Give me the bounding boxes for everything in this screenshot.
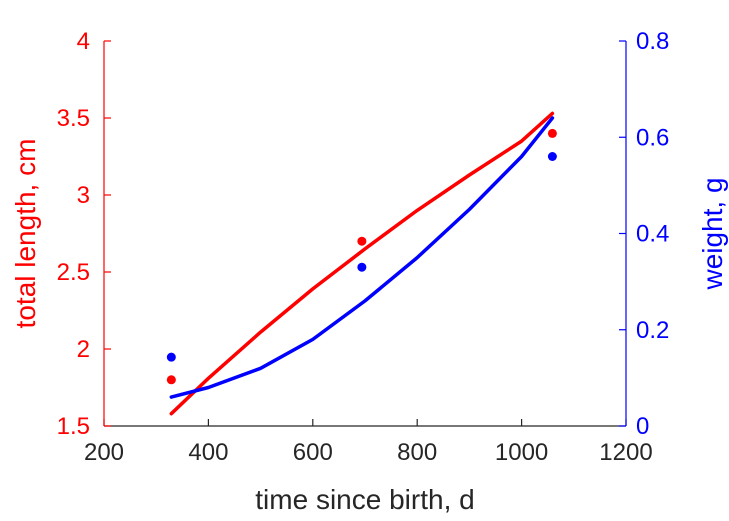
right-y-axis-label: weight, g bbox=[697, 177, 728, 290]
left-y-tick-label: 2.5 bbox=[57, 259, 90, 286]
left-y-tick-label: 4 bbox=[77, 28, 90, 55]
left-y-axis-label: total length, cm bbox=[10, 139, 41, 329]
x-tick-label: 800 bbox=[397, 439, 437, 466]
x-tick-label: 1000 bbox=[495, 439, 548, 466]
length-data-point bbox=[357, 236, 367, 246]
weight-data-point bbox=[547, 152, 557, 161]
left-y-tick-label: 3 bbox=[77, 182, 90, 209]
left-y-tick-label: 1.5 bbox=[57, 413, 90, 440]
right-y-tick-label: 0.2 bbox=[636, 317, 669, 344]
x-tick-label: 600 bbox=[293, 439, 333, 466]
right-y-tick-label: 0.4 bbox=[636, 221, 669, 248]
weight-data-point bbox=[357, 262, 367, 272]
left-y-tick-label: 3.5 bbox=[57, 105, 90, 132]
length-data-point bbox=[547, 128, 557, 138]
right-y-tick-label: 0 bbox=[636, 413, 649, 440]
length-fit-curve bbox=[169, 111, 555, 416]
weight-data-point bbox=[166, 352, 176, 362]
right-y-tick-label: 0.8 bbox=[636, 28, 669, 55]
x-tick-label: 200 bbox=[84, 439, 124, 466]
left-y-tick-label: 2 bbox=[77, 336, 90, 363]
length-data-point bbox=[166, 375, 176, 385]
x-axis-label: time since birth, d bbox=[255, 484, 474, 515]
weight-fit-curve bbox=[169, 116, 555, 399]
right-y-tick-label: 0.6 bbox=[636, 124, 669, 151]
x-tick-label: 400 bbox=[188, 439, 228, 466]
x-tick-label: 1200 bbox=[599, 439, 652, 466]
